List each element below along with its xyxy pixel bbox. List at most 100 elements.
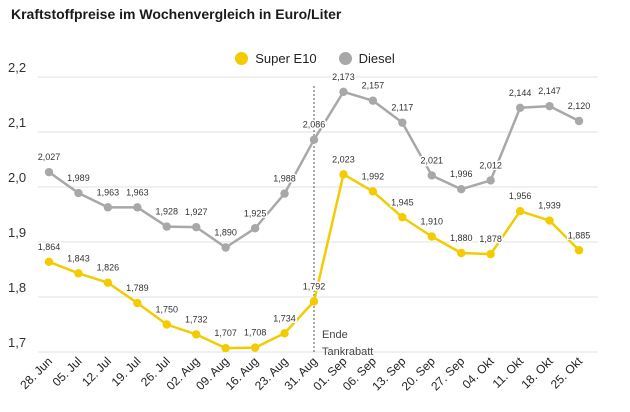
data-label-super-e10: 1,843 (67, 253, 90, 263)
data-label-diesel: 2,012 (479, 160, 502, 170)
data-point-diesel (545, 101, 554, 111)
data-label-super-e10: 1,910 (421, 217, 444, 227)
data-label-super-e10: 1,734 (273, 313, 296, 323)
data-point-super-e10 (133, 298, 142, 308)
data-point-super-e10 (486, 249, 495, 259)
data-label-super-e10: 1,789 (126, 283, 149, 293)
x-tick-label: 19. Jul (109, 354, 144, 389)
y-tick-label: 2,0 (8, 170, 26, 185)
data-point-super-e10 (427, 232, 436, 241)
data-label-super-e10: 1,945 (391, 197, 414, 207)
data-point-diesel (280, 189, 289, 198)
legend-swatch-super-e10 (235, 52, 249, 65)
y-tick-label: 2,1 (8, 115, 26, 130)
data-label-super-e10: 1,826 (97, 263, 120, 273)
data-label-diesel: 1,925 (244, 208, 267, 218)
data-point-super-e10 (250, 343, 260, 352)
y-tick-label: 2,2 (8, 60, 26, 75)
annotation-label: Tankrabatt (322, 346, 373, 358)
chart-legend: Super E10 Diesel (0, 51, 630, 66)
data-label-diesel: 2,147 (538, 86, 561, 96)
data-point-diesel (574, 116, 584, 126)
data-label-super-e10: 1,708 (244, 328, 267, 338)
data-point-diesel (103, 203, 113, 212)
data-point-super-e10 (515, 207, 525, 216)
data-point-diesel (221, 243, 230, 252)
x-tick-label: 12. Jul (79, 354, 114, 389)
data-point-diesel (133, 203, 142, 212)
data-label-super-e10: 1,880 (450, 233, 473, 243)
data-point-super-e10 (162, 320, 171, 329)
data-label-diesel: 1,989 (67, 173, 90, 183)
legend-label-super-e10: Super E10 (255, 51, 317, 66)
data-label-diesel: 2,157 (362, 81, 385, 91)
x-tick-label: 05. Jul (50, 354, 85, 389)
data-label-super-e10: 1,878 (479, 234, 502, 244)
data-label-diesel: 2,117 (391, 103, 413, 113)
data-point-super-e10 (545, 216, 554, 225)
data-point-diesel (486, 176, 495, 185)
data-point-super-e10 (103, 278, 113, 287)
data-label-diesel: 2,173 (332, 72, 355, 82)
legend-swatch-diesel (338, 52, 352, 65)
data-label-super-e10: 1,792 (303, 281, 326, 291)
x-tick-label: 25. Okt (548, 354, 586, 392)
x-tick-label: 27. Sep (428, 354, 467, 393)
data-label-super-e10: 1,992 (362, 171, 385, 181)
data-label-diesel: 2,021 (421, 155, 444, 165)
data-label-super-e10: 1,707 (214, 328, 237, 338)
data-point-super-e10 (309, 297, 319, 306)
data-point-super-e10 (368, 187, 378, 196)
y-tick-label: 1,9 (8, 225, 26, 240)
x-tick-label: 18. Okt (518, 354, 556, 392)
data-label-super-e10: 1,885 (568, 230, 591, 240)
y-tick-label: 1,8 (8, 280, 26, 295)
legend-item-super-e10: Super E10 (235, 51, 317, 66)
y-tick-label: 1,7 (8, 335, 26, 350)
data-label-diesel: 1,988 (273, 174, 296, 184)
legend-item-diesel: Diesel (338, 51, 395, 66)
annotation-label: Ende (322, 329, 348, 341)
data-point-diesel (427, 171, 436, 180)
data-label-diesel: 1,963 (126, 187, 149, 197)
data-point-diesel (398, 118, 407, 127)
data-label-diesel: 2,086 (303, 120, 326, 130)
data-label-diesel: 1,963 (97, 187, 120, 197)
data-label-diesel: 2,144 (509, 88, 532, 98)
data-label-diesel: 1,927 (185, 207, 208, 217)
data-point-super-e10 (280, 329, 289, 338)
data-label-diesel: 1,890 (214, 228, 237, 238)
data-point-diesel (339, 87, 348, 97)
data-point-diesel (515, 103, 525, 113)
data-point-diesel (457, 185, 466, 194)
data-point-diesel (44, 167, 54, 177)
data-point-super-e10 (74, 269, 83, 278)
data-point-super-e10 (457, 248, 466, 258)
data-point-diesel (74, 188, 83, 198)
data-point-diesel (368, 96, 378, 105)
data-label-super-e10: 1,864 (38, 242, 61, 252)
data-point-super-e10 (192, 330, 201, 339)
data-point-super-e10 (339, 170, 348, 179)
data-label-super-e10: 1,956 (509, 191, 532, 201)
data-label-super-e10: 1,750 (156, 305, 179, 315)
data-label-super-e10: 2,023 (332, 154, 355, 164)
data-label-super-e10: 1,939 (538, 201, 561, 211)
data-point-diesel (162, 222, 171, 231)
data-label-diesel: 2,120 (568, 101, 591, 111)
data-label-diesel: 2,027 (38, 152, 61, 162)
data-label-super-e10: 1,732 (185, 314, 208, 324)
data-point-diesel (192, 222, 201, 232)
legend-label-diesel: Diesel (358, 51, 395, 66)
data-point-diesel (250, 224, 260, 233)
data-point-super-e10 (44, 257, 54, 266)
data-point-diesel (309, 135, 319, 144)
x-tick-label: 28. Jun (17, 354, 55, 392)
data-point-super-e10 (398, 213, 407, 222)
data-label-diesel: 1,996 (450, 169, 473, 179)
data-label-diesel: 1,928 (156, 207, 179, 217)
chart-title: Kraftstoffpreise im Wochenvergleich in E… (11, 6, 342, 22)
data-point-super-e10 (574, 246, 584, 255)
